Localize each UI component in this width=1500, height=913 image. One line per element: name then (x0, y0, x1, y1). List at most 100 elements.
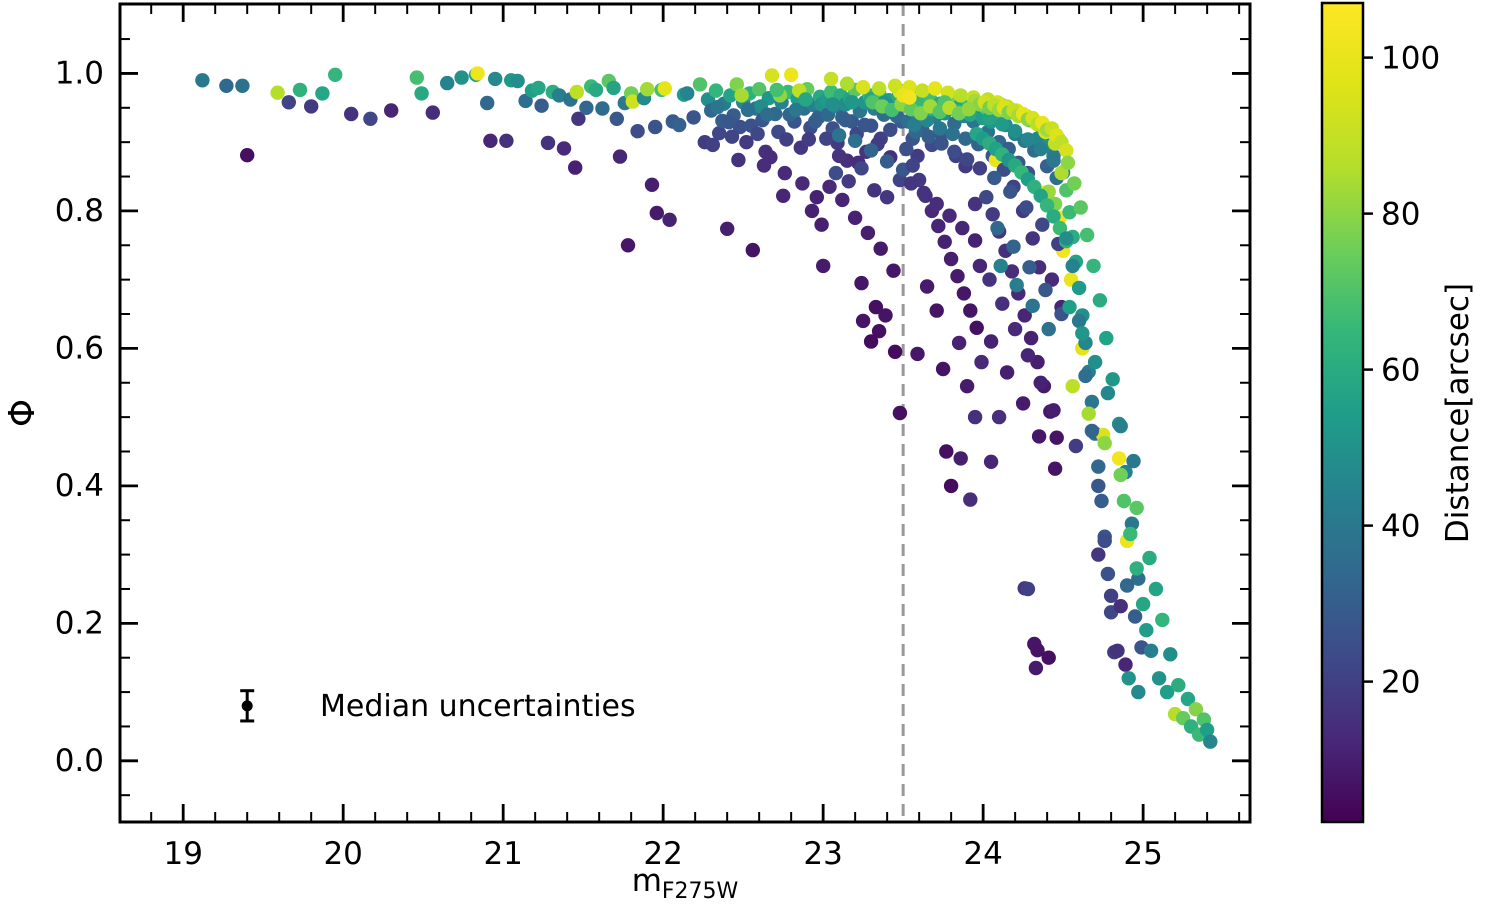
data-point (943, 251, 959, 267)
data-point (963, 303, 978, 318)
data-point (1097, 533, 1112, 549)
data-point (1004, 264, 1020, 279)
data-point (731, 152, 746, 168)
data-point (892, 405, 908, 421)
data-point (857, 117, 872, 133)
data-point (1129, 561, 1144, 576)
data-point (974, 354, 989, 370)
data-point (831, 148, 847, 164)
data-point (270, 85, 285, 100)
data-point (729, 77, 744, 92)
data-point (950, 269, 965, 284)
data-point (195, 73, 210, 88)
data-point (902, 90, 917, 105)
data-point (953, 451, 968, 466)
data-point (1084, 394, 1100, 410)
data-point (1155, 612, 1170, 628)
data-point (995, 296, 1010, 311)
data-point (932, 121, 948, 136)
data-point (1113, 599, 1128, 614)
data-point (1092, 293, 1108, 308)
data-point (879, 154, 895, 169)
data-point (734, 88, 749, 103)
data-point (983, 454, 999, 469)
data-point (999, 365, 1015, 380)
data-point (942, 208, 957, 223)
data-point (1062, 205, 1077, 220)
data-point (878, 308, 893, 323)
data-point (955, 220, 970, 236)
data-point (1044, 272, 1060, 287)
data-point (983, 334, 999, 349)
data-point (1099, 330, 1114, 346)
data-point (1007, 321, 1023, 337)
data-point (1203, 734, 1218, 749)
x-tick-label: 21 (483, 836, 522, 872)
data-point (972, 258, 988, 274)
data-point (1079, 227, 1095, 243)
data-point (873, 241, 888, 256)
data-point (982, 272, 997, 287)
data-point (644, 177, 660, 192)
data-point (1031, 429, 1047, 444)
x-axis-label: mF275W (632, 863, 739, 904)
data-point (987, 170, 1002, 186)
data-point (1041, 321, 1056, 337)
data-point (967, 196, 983, 212)
data-point (1129, 500, 1144, 516)
data-point (219, 78, 234, 94)
data-point (363, 111, 378, 127)
data-point (1060, 155, 1076, 170)
data-point (1110, 643, 1125, 658)
data-point (1039, 198, 1055, 213)
data-point (640, 82, 655, 97)
data-point (1094, 493, 1109, 509)
data-point (1086, 258, 1101, 274)
data-point (1078, 368, 1093, 384)
data-point (1084, 423, 1100, 439)
colorbar-tick-label: 80 (1381, 197, 1420, 233)
data-point (854, 275, 869, 291)
data-point (804, 203, 820, 219)
data-point (609, 111, 624, 127)
data-point (887, 78, 903, 94)
data-point (304, 99, 319, 114)
data-point (1007, 124, 1023, 139)
data-point (929, 303, 944, 318)
data-point (724, 129, 740, 144)
data-point (571, 111, 586, 127)
data-point (620, 238, 636, 253)
data-point (927, 81, 943, 96)
data-point (750, 126, 765, 142)
data-point (835, 192, 850, 208)
data-point (816, 258, 831, 274)
data-point (1033, 141, 1048, 157)
data-point (1006, 239, 1021, 254)
data-point (686, 110, 701, 125)
data-point (680, 86, 695, 101)
data-point (967, 233, 983, 248)
data-point (705, 137, 720, 153)
data-point (499, 133, 514, 148)
data-point (979, 190, 994, 205)
data-point (1126, 453, 1141, 469)
data-point (568, 160, 583, 175)
data-point (1103, 588, 1119, 603)
colorbar-gradient (1320, 1, 1365, 824)
data-point (1135, 596, 1151, 612)
data-point (1023, 330, 1039, 346)
y-tick-label: 0.4 (55, 468, 104, 504)
data-point (822, 179, 837, 194)
data-point (710, 99, 725, 115)
data-point (1131, 684, 1146, 700)
data-point (649, 205, 664, 221)
data-point (1139, 623, 1154, 638)
errorbar-marker (241, 700, 253, 712)
data-point (606, 80, 621, 96)
data-point (963, 492, 978, 507)
data-point (921, 129, 936, 144)
data-point (579, 100, 594, 116)
data-point (1091, 459, 1106, 474)
data-point (1025, 231, 1040, 246)
data-point (1035, 217, 1050, 232)
